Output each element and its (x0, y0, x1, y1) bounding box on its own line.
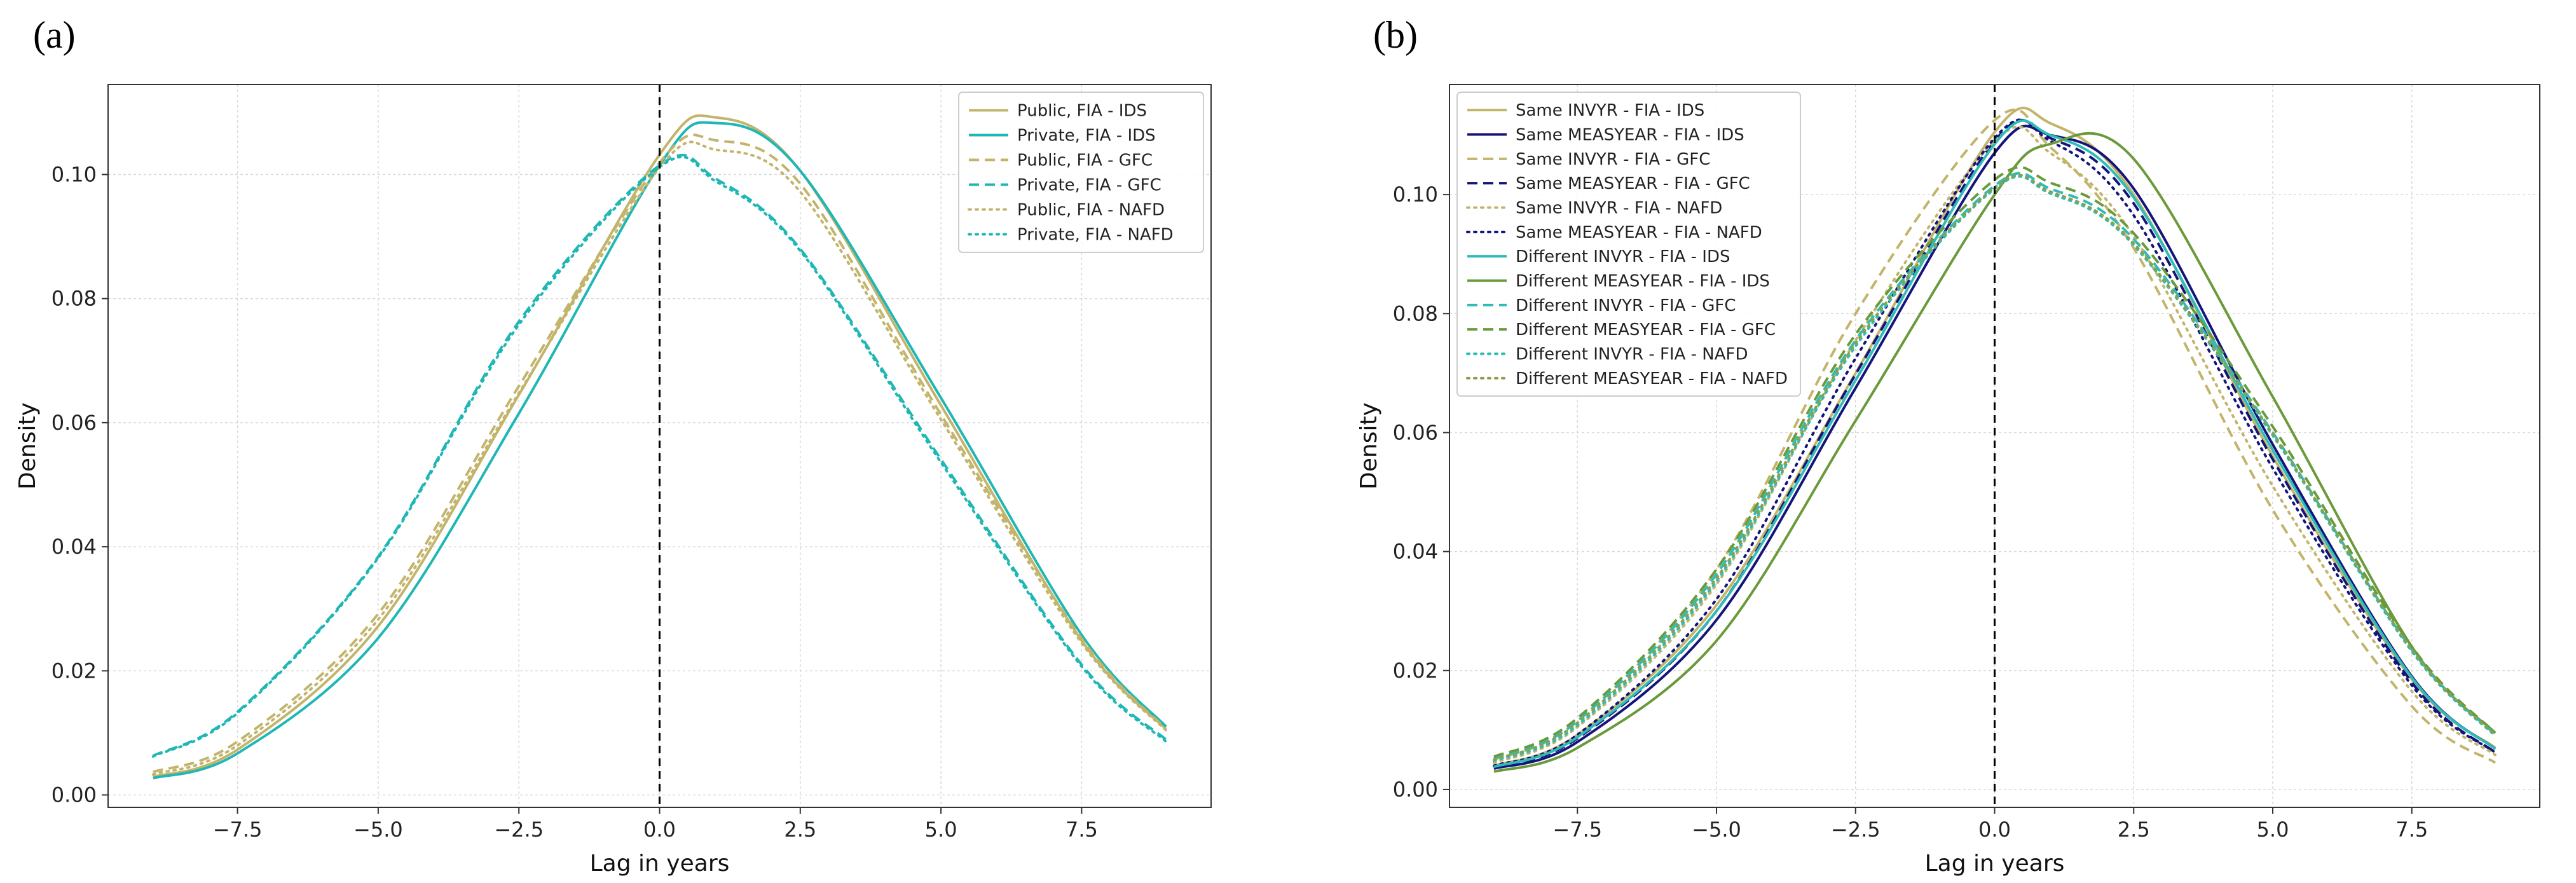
series-line-1 (153, 121, 1167, 780)
legend-entry: Different INVYR - FIA - NAFD (1516, 345, 1748, 364)
x-axis-label: Lag in years (590, 851, 730, 877)
x-tick-label: −5.0 (353, 818, 403, 842)
legend-entry: Different MEASYEAR - FIA - GFC (1516, 320, 1776, 339)
y-tick-label: 0.10 (51, 163, 97, 187)
series-line-0 (153, 114, 1167, 779)
x-tick-label: 2.5 (2118, 818, 2150, 842)
series-line-5 (151, 155, 1168, 758)
panel-label: (b) (1373, 14, 1418, 56)
y-tick-label: 0.04 (51, 535, 97, 559)
series-line-7 (1493, 132, 2497, 773)
legend-entry: Public, FIA - IDS (1017, 102, 1147, 121)
legend-entry: Different INVYR - FIA - IDS (1516, 247, 1730, 266)
y-tick-label: 0.06 (51, 411, 97, 435)
series-line-2 (1493, 108, 2497, 764)
legend-box (1456, 92, 1801, 397)
x-tick-label: −2.5 (1831, 818, 1881, 842)
series-line-4 (1493, 125, 2497, 764)
panel-b: (b) −7.5 −5.0 −2.5 0.0 2.5 5.0 7.5 0.00 0.02 0.04 0… (1356, 14, 2540, 877)
legend-entry: Same INVYR - FIA - IDS (1516, 101, 1704, 120)
series-line-9 (1493, 166, 2497, 758)
legend-entry: Private, FIA - GFC (1017, 176, 1161, 195)
legend-entry: Private, FIA - NAFD (1017, 226, 1174, 245)
x-tick-label: 0.0 (1978, 818, 2011, 842)
y-axis-label: Density (15, 402, 41, 489)
x-tick-label: −2.5 (494, 818, 544, 842)
panel-label: (a) (33, 14, 76, 56)
legend-box (958, 92, 1204, 253)
x-tick-label: 2.5 (784, 818, 816, 842)
x-tick-label: 7.5 (2395, 818, 2428, 842)
x-tick-label: 5.0 (2257, 818, 2289, 842)
y-axis-label: Density (1356, 402, 1382, 489)
legend-entry: Same MEASYEAR - FIA - GFC (1516, 174, 1750, 193)
series-line-0 (1493, 106, 2497, 767)
legend-entry: Different INVYR - FIA - GFC (1516, 296, 1736, 315)
series-group (151, 114, 1168, 780)
x-tick-label: −5.0 (1692, 818, 1741, 842)
series-line-5 (1493, 118, 2497, 767)
series-line-4 (151, 140, 1168, 776)
legend: Same INVYR - FIA - IDS Same MEASYEAR - FI… (1456, 92, 1801, 397)
y-tick-label: 0.08 (51, 287, 97, 311)
legend-entry: Same INVYR - FIA - GFC (1516, 150, 1710, 169)
series-line-2 (153, 133, 1167, 774)
y-tick-label: 0.02 (1393, 659, 1438, 683)
legend-entry: Public, FIA - GFC (1017, 151, 1153, 170)
series-group (1493, 106, 2497, 773)
legend-entry: Different MEASYEAR - FIA - IDS (1516, 272, 1770, 291)
y-tick-label: 0.08 (1393, 301, 1438, 325)
y-tick-label: 0.06 (1393, 420, 1438, 444)
y-tick-label: 0.04 (1393, 540, 1438, 564)
x-axis-label: Lag in years (1925, 851, 2065, 877)
legend-entry: Different MEASYEAR - FIA - NAFD (1516, 369, 1788, 388)
legend-entry: Same INVYR - FIA - NAFD (1516, 199, 1722, 218)
y-tick-label: 0.10 (1393, 182, 1438, 207)
legend-entry: Public, FIA - NAFD (1017, 201, 1165, 220)
series-line-11 (1493, 174, 2497, 762)
y-tick-label: 0.00 (1393, 777, 1438, 802)
legend-entry: Same MEASYEAR - FIA - NAFD (1516, 223, 1762, 242)
legend-entry: Same MEASYEAR - FIA - IDS (1516, 126, 1744, 145)
x-tick-label: 7.5 (1065, 818, 1098, 842)
x-tick-label: −7.5 (213, 818, 263, 842)
panel-a: (a) −7.5 −5.0 −2.5 0.0 2.5 5.0 7.5 0.00 0.02 0.04 0… (15, 14, 1212, 877)
series-line-6 (1493, 119, 2497, 769)
y-tick-label: 0.02 (51, 659, 97, 683)
legend: Public, FIA - IDS Private, FIA - IDS Publi… (958, 92, 1204, 253)
x-tick-label: 0.0 (643, 818, 676, 842)
x-tick-label: −7.5 (1552, 818, 1602, 842)
y-tick-label: 0.00 (51, 783, 97, 807)
legend-entry: Private, FIA - IDS (1017, 127, 1156, 146)
x-tick-label: 5.0 (925, 818, 957, 842)
